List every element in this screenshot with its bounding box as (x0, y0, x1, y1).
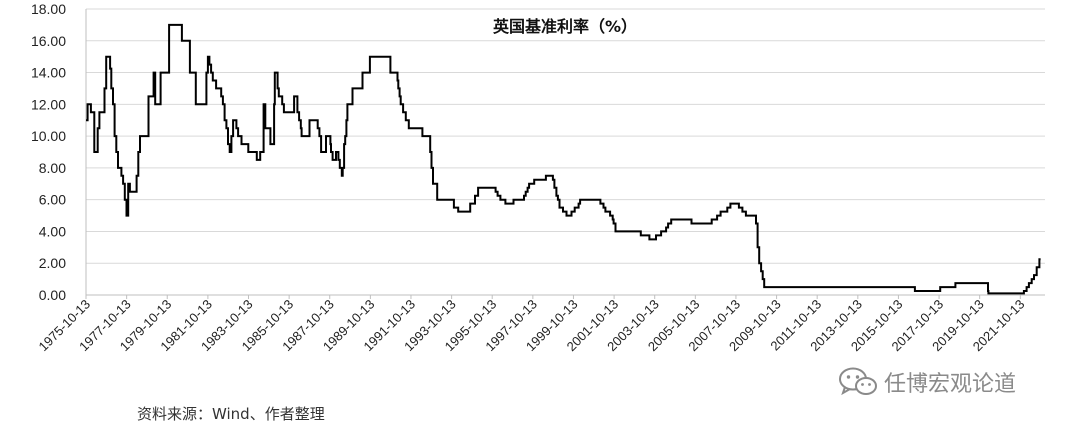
watermark: 任博宏观论道 (838, 366, 1016, 398)
gridlines (86, 8, 1045, 264)
y-tick-label: 6.00 (39, 192, 66, 208)
y-tick-label: 16.00 (31, 33, 66, 49)
y-tick-label: 8.00 (39, 160, 66, 176)
source-note: 资料来源：Wind、作者整理 (137, 405, 325, 423)
y-tick-label: 12.00 (31, 96, 66, 112)
chart: 0.00 2.00 4.00 6.00 8.00 10.00 12.00 14.00 16.00… (31, 1, 1045, 354)
chart-title: 英国基准利率（%） (492, 17, 637, 36)
x-axis-ticks: 1975-10-131977-10-131979-10-131981-10-13… (35, 295, 1027, 354)
y-tick-label: 4.00 (39, 223, 66, 239)
y-tick-label: 2.00 (39, 255, 66, 271)
y-axis-ticks: 0.00 2.00 4.00 6.00 8.00 10.00 12.00 14.00 16.00… (31, 1, 66, 303)
y-tick-label: 0.00 (39, 287, 66, 303)
wechat-icon (839, 367, 877, 396)
series-line-bank-rate (86, 23, 1041, 295)
watermark-text: 任博宏观论道 (884, 372, 1017, 397)
y-tick-label: 14.00 (31, 65, 66, 81)
y-tick-label: 10.00 (31, 128, 66, 144)
y-tick-label: 18.00 (31, 1, 66, 17)
